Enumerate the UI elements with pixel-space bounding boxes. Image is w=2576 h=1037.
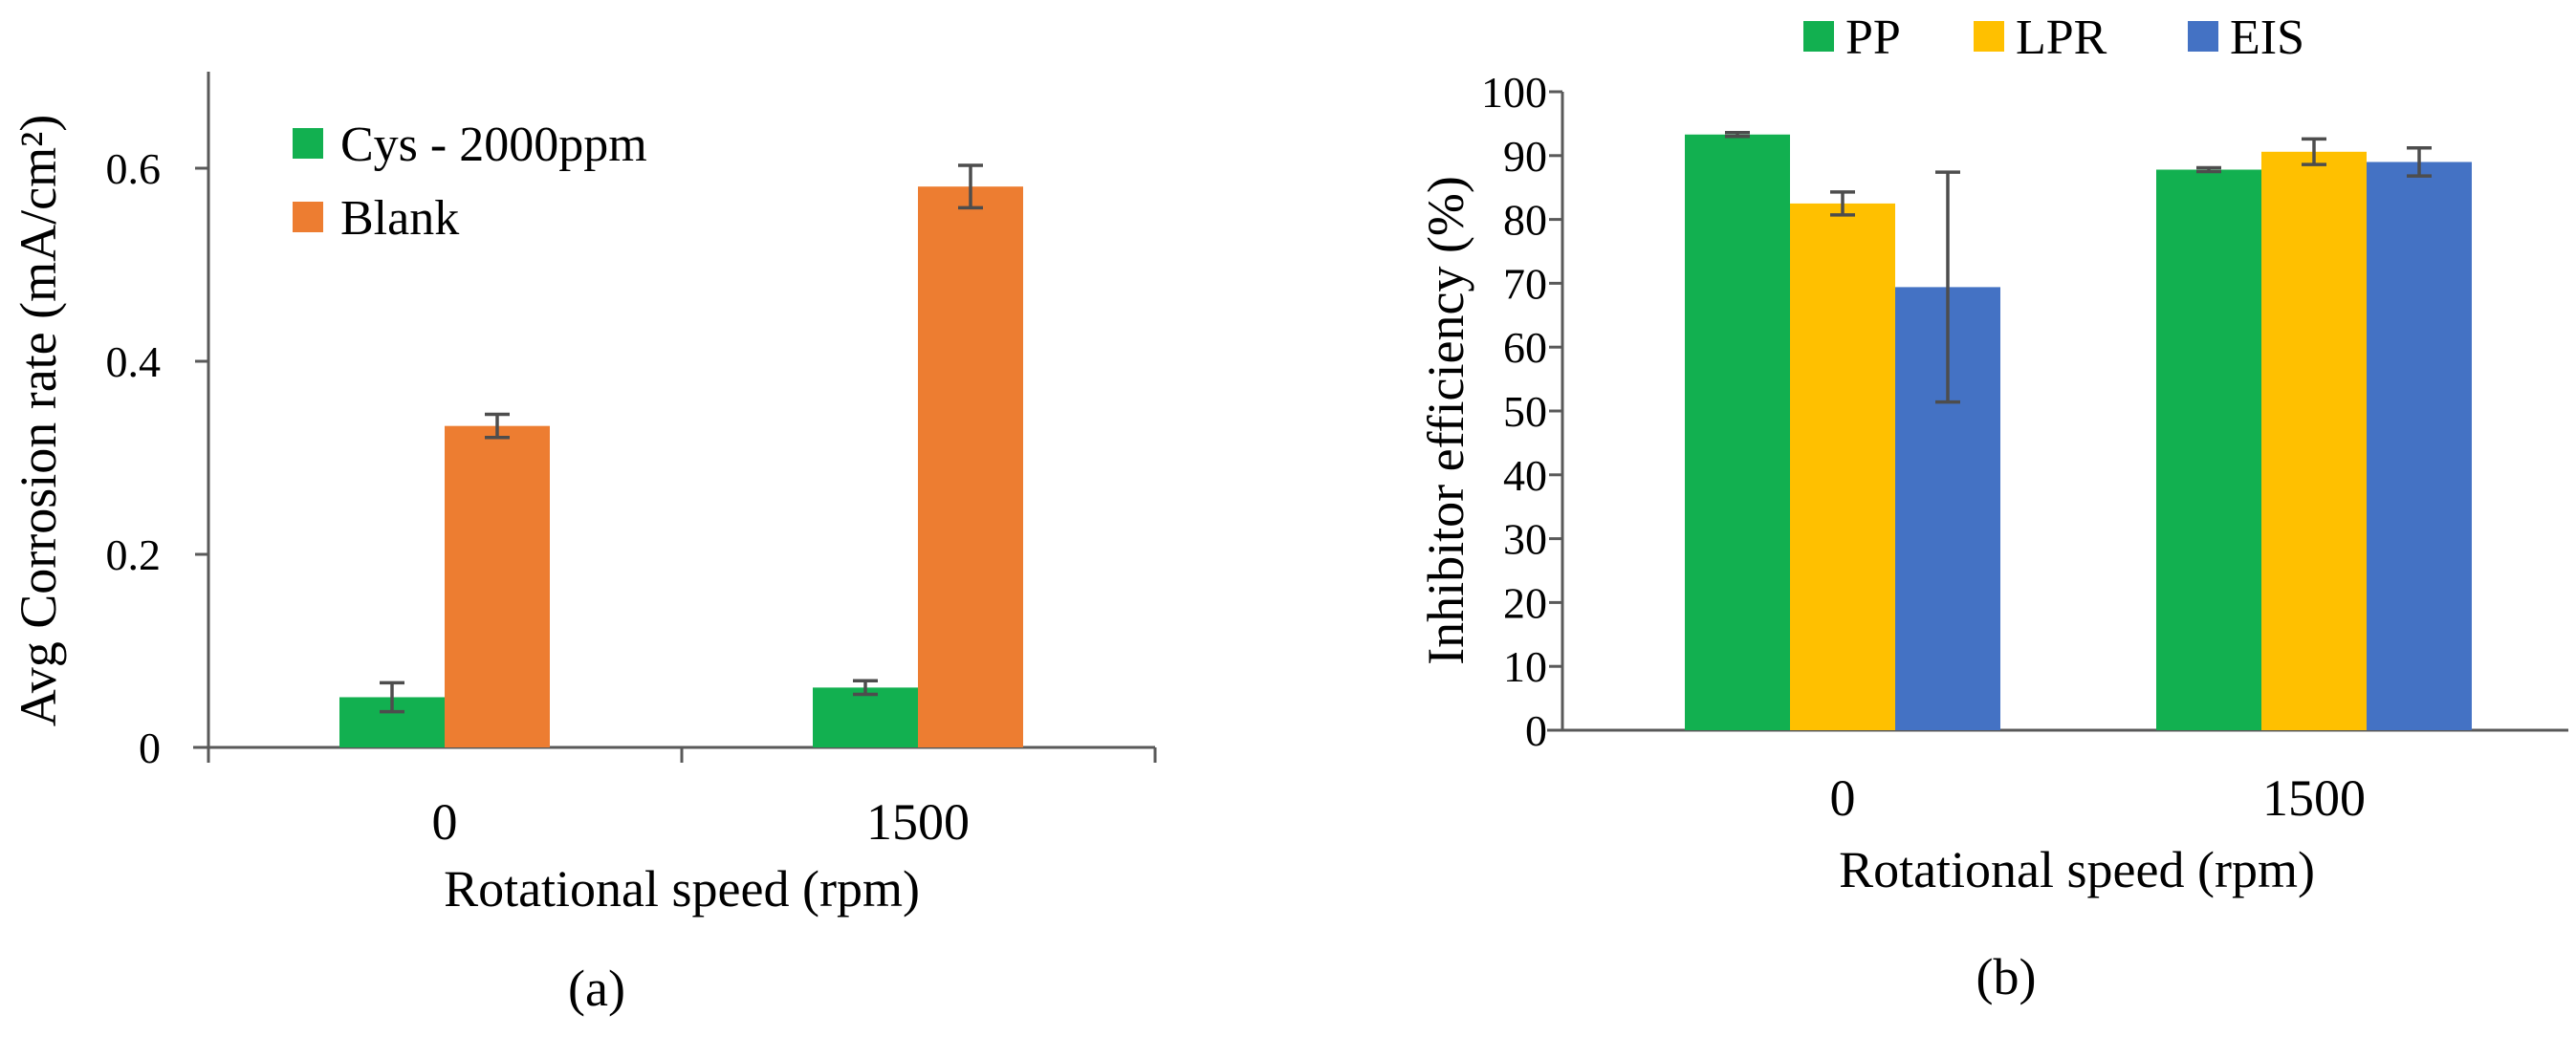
bar-lpr-1500 xyxy=(2261,151,2367,731)
y-axis-title: Inhibitor efficiency (%) xyxy=(1417,176,1474,665)
y-tick-label: 20 xyxy=(1503,578,1547,627)
legend-label-blank: Blank xyxy=(340,191,459,246)
x-axis-title: Rotational speed (rpm) xyxy=(1839,841,2315,898)
y-tick-label: 80 xyxy=(1503,196,1547,245)
legend-swatch-cys-2000ppm xyxy=(293,128,323,159)
y-tick-label: 40 xyxy=(1503,451,1547,500)
y-tick-label: 0 xyxy=(139,724,161,772)
legend-swatch-pp xyxy=(1803,21,1834,52)
legend: PP LPR EIS xyxy=(1803,11,2304,65)
legend-swatch-lpr xyxy=(1974,21,2004,52)
panel-caption: (a) xyxy=(568,960,625,1017)
bar-blank-1500 xyxy=(918,186,1023,747)
x-ticks: 0 1500 xyxy=(207,747,1157,851)
legend-label-cys-2000ppm: Cys - 2000ppm xyxy=(340,118,647,172)
legend-swatch-blank xyxy=(293,202,323,232)
legend-swatch-eis xyxy=(2188,21,2218,52)
bar-eis-1500 xyxy=(2367,162,2472,731)
y-axis-title: Avg Corrosion rate (mA/cm²) xyxy=(10,115,67,727)
y-tick-label: 70 xyxy=(1503,259,1547,308)
error-bars xyxy=(380,163,983,714)
panel-caption: (b) xyxy=(1976,948,2037,1005)
y-tick-label: 10 xyxy=(1503,642,1547,691)
y-tick-label: 0.2 xyxy=(106,530,162,579)
x-tick-label: 1500 xyxy=(866,793,970,851)
legend: Cys - 2000ppm Blank xyxy=(293,118,647,246)
panel-a-corrosion-rate-chart: 0 0.2 0.4 0.6 0 1500 Avg Corrosion rate (mA/… xyxy=(10,72,1157,1017)
bar-pp-1500 xyxy=(2156,169,2261,731)
legend-label-pp: PP xyxy=(1845,11,1901,65)
y-ticks: 0 0.2 0.4 0.6 xyxy=(106,144,208,772)
x-ticks: 0 1500 xyxy=(1830,769,2367,827)
bar-cys-2000ppm-1500 xyxy=(813,687,918,747)
bar-blank-0 xyxy=(445,425,550,747)
panel-b-inhibitor-efficiency-chart: 0 10 20 30 40 50 60 70 80 90 100 0 1500 Inhibitor e… xyxy=(1417,11,2568,1005)
error-bars xyxy=(1725,131,2432,404)
x-tick-label: 1500 xyxy=(2262,769,2366,827)
y-tick-label: 30 xyxy=(1503,515,1547,564)
y-tick-label: 50 xyxy=(1503,387,1547,436)
bars xyxy=(1685,134,2472,731)
y-tick-label: 0 xyxy=(1525,706,1547,755)
legend-label-lpr: LPR xyxy=(2016,11,2107,65)
bar-lpr-0 xyxy=(1790,203,1895,730)
x-tick-label: 0 xyxy=(1830,769,1856,827)
y-tick-label: 90 xyxy=(1503,132,1547,181)
bars xyxy=(339,186,1023,747)
x-axis-title: Rotational speed (rpm) xyxy=(444,860,920,918)
y-tick-label: 100 xyxy=(1481,68,1547,117)
y-ticks: 0 10 20 30 40 50 60 70 80 90 100 xyxy=(1481,68,1562,755)
x-tick-label: 0 xyxy=(432,793,458,851)
y-tick-label: 0.4 xyxy=(106,337,162,386)
y-tick-label: 60 xyxy=(1503,323,1547,372)
y-tick-label: 0.6 xyxy=(106,144,162,193)
legend-label-eis: EIS xyxy=(2230,11,2304,65)
bar-pp-0 xyxy=(1685,134,1790,731)
